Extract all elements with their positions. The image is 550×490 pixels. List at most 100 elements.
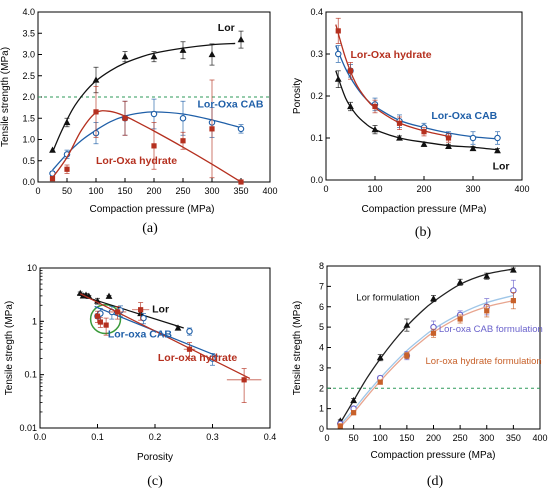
x-tick-label: 200 bbox=[146, 186, 161, 196]
data-point bbox=[404, 353, 410, 359]
panel-caption: (c) bbox=[147, 474, 163, 489]
series-label: Lor bbox=[493, 161, 510, 173]
data-point bbox=[371, 126, 379, 133]
data-point bbox=[103, 322, 109, 328]
data-point bbox=[350, 396, 358, 404]
data-point bbox=[484, 308, 490, 314]
y-tick-label: 0.1 bbox=[310, 133, 323, 143]
panel-b: 0 100 200 300 400 0.0 0.1 0.2 0.3 0.4 Compaction p… bbox=[292, 7, 530, 240]
plot-frame-d bbox=[326, 265, 541, 430]
x-tick-label: 300 bbox=[204, 186, 219, 196]
series-lor bbox=[334, 70, 501, 154]
panel-c: 0.0 0.1 0.2 0.3 0.4 0.01 0.1 1 10 Porosity Tensile… bbox=[4, 263, 276, 489]
y-tick-label: 0.0 bbox=[310, 175, 323, 185]
x-tick-label: 150 bbox=[399, 433, 414, 443]
data-point bbox=[483, 272, 491, 279]
series-label: Lor formulation bbox=[356, 293, 419, 304]
y-tick-label: 0.1 bbox=[24, 370, 37, 380]
y-tick-label: 3.0 bbox=[22, 50, 35, 60]
panel-caption: (d) bbox=[427, 474, 444, 489]
data-point bbox=[179, 115, 187, 122]
y-tick-label: 2.0 bbox=[22, 92, 35, 102]
data-point bbox=[334, 75, 342, 82]
data-point bbox=[92, 76, 100, 83]
y-tick-label: 7 bbox=[319, 281, 324, 291]
fit-line bbox=[51, 42, 236, 153]
data-point bbox=[238, 179, 244, 185]
y-tick-label: 3.5 bbox=[22, 28, 35, 38]
data-point bbox=[494, 147, 501, 154]
series-label: Lor bbox=[152, 304, 169, 316]
data-point bbox=[209, 126, 215, 132]
data-point bbox=[186, 346, 193, 352]
data-point bbox=[456, 278, 464, 285]
x-tick-label: 400 bbox=[514, 184, 529, 194]
y-axis-label: Porosity bbox=[292, 78, 303, 114]
y-tick-label: 0.2 bbox=[310, 91, 323, 101]
data-point bbox=[150, 110, 158, 118]
y-tick-label: 1.0 bbox=[22, 135, 35, 145]
x-tick-label: 200 bbox=[426, 433, 441, 443]
data-point bbox=[509, 266, 517, 273]
series-label: Lor-oxa CAB bbox=[108, 328, 173, 340]
x-axis-label: Porosity bbox=[137, 452, 173, 463]
x-tick-label: 100 bbox=[373, 433, 388, 443]
x-tick-label: 300 bbox=[479, 433, 494, 443]
x-axis-label: Compaction pressure (MPa) bbox=[89, 204, 214, 215]
data-point bbox=[49, 176, 56, 182]
x-tick-label: 0.3 bbox=[206, 432, 219, 442]
series-label: Lor-oxa hydrate formulation bbox=[426, 356, 542, 367]
y-tick-label: 0.3 bbox=[310, 49, 323, 59]
x-tick-label: 0 bbox=[323, 184, 328, 194]
data-point bbox=[396, 120, 403, 126]
x-tick-label: 250 bbox=[453, 433, 468, 443]
y-tick-label: 2 bbox=[319, 383, 324, 393]
data-point bbox=[377, 379, 383, 385]
x-tick-label: 0.1 bbox=[91, 432, 104, 442]
x-tick-label: 0.0 bbox=[34, 432, 47, 442]
x-tick-label: 300 bbox=[465, 184, 480, 194]
data-point bbox=[93, 109, 99, 115]
data-point bbox=[174, 324, 182, 331]
data-point bbox=[469, 134, 477, 142]
x-tick-label: 350 bbox=[506, 433, 521, 443]
data-point bbox=[403, 321, 411, 328]
x-tick-label: 0 bbox=[324, 433, 329, 443]
data-point bbox=[335, 28, 341, 34]
series-hydrate bbox=[49, 79, 244, 185]
data-point bbox=[94, 313, 101, 319]
x-tick-label: 50 bbox=[349, 433, 359, 443]
panel-caption: (a) bbox=[142, 221, 158, 236]
data-point bbox=[494, 134, 501, 142]
data-point bbox=[469, 144, 477, 152]
x-axis-label: Compaction pressure (MPa) bbox=[361, 204, 486, 215]
y-tick-label: 0.0 bbox=[22, 177, 35, 187]
y-tick-label: 1 bbox=[32, 316, 37, 326]
data-point bbox=[347, 68, 354, 74]
data-point bbox=[97, 319, 103, 325]
data-point bbox=[376, 354, 384, 361]
data-point bbox=[151, 143, 157, 149]
data-point bbox=[457, 316, 463, 322]
data-point bbox=[445, 142, 452, 149]
y-tick-label: 2.5 bbox=[22, 71, 35, 81]
data-point bbox=[49, 146, 56, 153]
y-tick-label: 4 bbox=[319, 343, 324, 353]
data-point bbox=[180, 138, 186, 144]
highlight-ellipse bbox=[89, 303, 122, 335]
data-point bbox=[510, 298, 516, 304]
y-tick-label: 4.0 bbox=[22, 7, 35, 17]
data-point bbox=[122, 115, 128, 121]
y-tick-label: 3 bbox=[319, 363, 324, 373]
data-point bbox=[237, 36, 245, 43]
series-hydrate_d bbox=[337, 292, 516, 429]
data-point bbox=[347, 102, 354, 110]
x-tick-label: 250 bbox=[175, 186, 190, 196]
x-tick-label: 0.4 bbox=[264, 432, 277, 442]
y-tick-label: 6 bbox=[319, 302, 324, 312]
series-label: Lor-oxa hydrate bbox=[158, 352, 238, 364]
y-tick-label: 0.5 bbox=[22, 156, 35, 166]
data-point bbox=[421, 129, 427, 135]
y-axis-label: Tensile stregth (MPa) bbox=[292, 301, 303, 395]
